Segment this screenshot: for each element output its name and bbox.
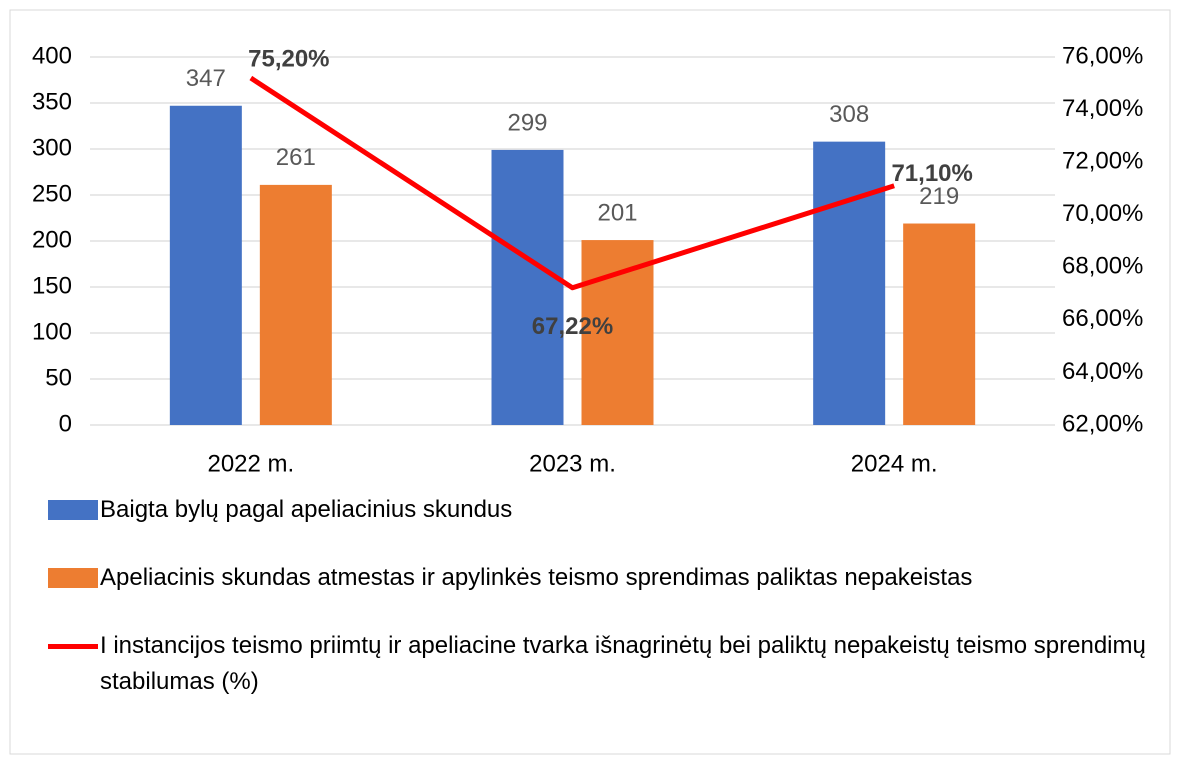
legend-key [48, 500, 98, 520]
y-tick-label: 0 [59, 410, 72, 437]
legend-entry: I instancijos teismo priimtų ir apeliaci… [48, 628, 1158, 700]
x-tick-label: 2022 m. [207, 450, 294, 477]
x-tick-label: 2024 m. [851, 450, 938, 477]
y-tick-label: 200 [32, 226, 72, 253]
legend-label: Apeliacinis skundas atmestas ir apylinkė… [100, 564, 973, 591]
y2-tick-label: 70,00% [1062, 200, 1143, 227]
y2-tick-label: 62,00% [1062, 410, 1143, 437]
bar [169, 105, 242, 425]
y2-tick-label: 72,00% [1062, 147, 1143, 174]
y-tick-label: 250 [32, 180, 72, 207]
legend-label: I instancijos teismo priimtų ir apeliaci… [100, 632, 1146, 695]
bar [491, 149, 564, 426]
bar-value-label: 308 [829, 101, 869, 128]
bar-value-label: 219 [919, 183, 959, 210]
y-tick-label: 400 [32, 42, 72, 69]
y-tick-label: 150 [32, 272, 72, 299]
x-tick-label: 2023 m. [529, 450, 616, 477]
legend-entry: Baigta bylų pagal apeliacinius skundus [48, 492, 1158, 528]
bar-value-label: 347 [186, 65, 226, 92]
line-value-label: 75,20% [248, 45, 329, 72]
legend-key [48, 644, 98, 649]
y-tick-label: 350 [32, 88, 72, 115]
legend-entry: Apeliacinis skundas atmestas ir apylinkė… [48, 560, 1158, 596]
y-tick-label: 50 [45, 364, 72, 391]
bar [259, 184, 332, 425]
chart-frame [9, 9, 1171, 755]
bar-value-label: 299 [507, 109, 547, 136]
bar [813, 141, 886, 425]
bar-value-label: 201 [597, 199, 637, 226]
bar-value-label: 261 [276, 144, 316, 171]
y-tick-label: 300 [32, 134, 72, 161]
y2-tick-label: 64,00% [1062, 358, 1143, 385]
y2-tick-label: 76,00% [1062, 42, 1143, 69]
line-value-label: 67,22% [532, 313, 613, 340]
y2-tick-label: 66,00% [1062, 305, 1143, 332]
y-tick-label: 100 [32, 318, 72, 345]
line-series [249, 75, 895, 291]
line-value-label: 71,10% [891, 160, 972, 187]
legend-key [48, 568, 98, 588]
y2-tick-label: 68,00% [1062, 253, 1143, 280]
y2-tick-label: 74,00% [1062, 95, 1143, 122]
legend-label: Baigta bylų pagal apeliacinius skundus [100, 496, 513, 523]
bar [903, 223, 976, 425]
